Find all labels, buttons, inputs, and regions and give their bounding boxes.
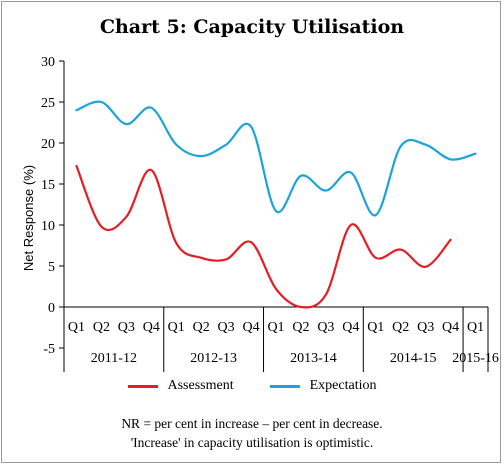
- legend-swatch-assessment: [127, 384, 158, 388]
- footnote-line-1: NR = per cent in increase – per cent in …: [121, 416, 383, 431]
- y-axis-label: Net Response (%): [21, 165, 36, 271]
- y-tick-label: 0: [48, 301, 55, 316]
- legend-label-assessment: Assessment: [167, 378, 234, 393]
- x-year-label: 2012-13: [190, 351, 237, 366]
- series-layer: [75, 100, 477, 309]
- y-tick-label: 20: [41, 137, 55, 152]
- x-category-label: Q1: [467, 320, 484, 335]
- x-category-label: Q4: [143, 320, 160, 335]
- y-tick-label: -5: [43, 342, 55, 357]
- x-category-label: Q2: [93, 320, 110, 335]
- axes: -5 0 5 10 15 20 25 30 Q1 Q2 Q3 Q4 Q1 Q2 Q3 Q4 Q1 Q2 Q3 Q4 Q1…: [41, 55, 499, 372]
- legend-label-expectation: Expectation: [309, 378, 377, 393]
- x-category-label: Q4: [442, 320, 459, 335]
- x-category-label: Q2: [193, 320, 210, 335]
- footnote-line-2: 'Increase' in capacity utilisation is op…: [130, 435, 374, 450]
- chart-title: Chart 5: Capacity Utilisation: [99, 16, 405, 38]
- legend-item-expectation: Expectation: [269, 378, 377, 394]
- x-category-label: Q1: [168, 320, 185, 335]
- x-year-label: 2013-14: [290, 351, 337, 366]
- x-category-label: Q2: [392, 320, 409, 335]
- y-tick-label: 15: [41, 178, 55, 193]
- x-category-label: Q3: [317, 320, 334, 335]
- x-year-label: 2015-16: [452, 351, 499, 366]
- x-category-label: Q4: [242, 320, 259, 335]
- x-category-label: Q1: [68, 320, 85, 335]
- y-tick-label: 10: [41, 219, 55, 234]
- legend: Assessment Expectation: [0, 376, 504, 396]
- y-tick-label: 30: [41, 55, 55, 70]
- series-line-assessment: [75, 164, 452, 309]
- series-line-expectation: [75, 100, 477, 217]
- footnote: NR = per cent in increase – per cent in …: [0, 414, 504, 452]
- legend-item-assessment: Assessment: [127, 378, 234, 394]
- x-category-label: Q2: [292, 320, 309, 335]
- x-category-label: Q1: [267, 320, 284, 335]
- x-category-label: Q1: [367, 320, 384, 335]
- x-category-label: Q3: [118, 320, 135, 335]
- legend-swatch-expectation: [269, 384, 300, 388]
- y-tick-label: 5: [48, 260, 55, 275]
- x-year-label: 2014-15: [390, 351, 437, 366]
- x-category-label: Q3: [417, 320, 434, 335]
- x-category-label: Q3: [218, 320, 235, 335]
- x-year-label: 2011-12: [91, 351, 137, 366]
- y-tick-label: 25: [41, 96, 55, 111]
- x-category-label: Q4: [342, 320, 359, 335]
